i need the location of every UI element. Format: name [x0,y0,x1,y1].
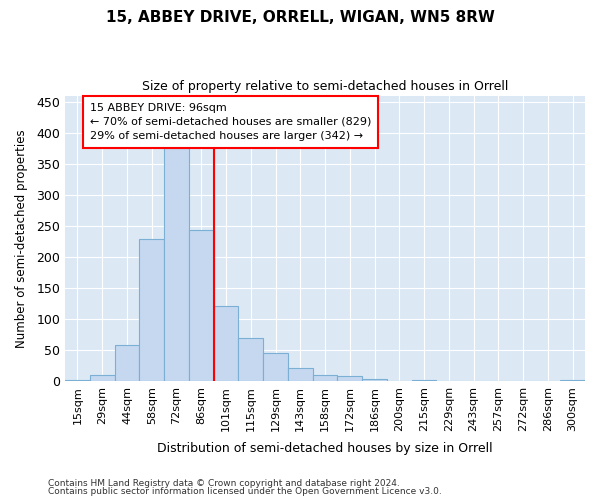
Bar [412,380,436,381]
Bar [90,374,115,381]
Bar [139,240,164,381]
Text: 15, ABBEY DRIVE, ORRELL, WIGAN, WN5 8RW: 15, ABBEY DRIVE, ORRELL, WIGAN, WN5 8RW [106,10,494,25]
Bar [263,353,288,381]
Bar [164,148,189,381]
Bar [189,230,214,381]
Bar [362,379,387,381]
Bar [238,338,263,381]
Bar [337,376,362,381]
Text: Contains public sector information licensed under the Open Government Licence v3: Contains public sector information licen… [48,487,442,496]
Y-axis label: Number of semi-detached properties: Number of semi-detached properties [15,129,28,348]
Bar [65,380,90,381]
Bar [313,374,337,381]
X-axis label: Distribution of semi-detached houses by size in Orrell: Distribution of semi-detached houses by … [157,442,493,455]
Bar [560,380,585,381]
Bar [115,345,139,381]
Bar [288,368,313,381]
Text: Contains HM Land Registry data © Crown copyright and database right 2024.: Contains HM Land Registry data © Crown c… [48,478,400,488]
Title: Size of property relative to semi-detached houses in Orrell: Size of property relative to semi-detach… [142,80,508,93]
Bar [214,306,238,381]
Text: 15 ABBEY DRIVE: 96sqm
← 70% of semi-detached houses are smaller (829)
29% of sem: 15 ABBEY DRIVE: 96sqm ← 70% of semi-deta… [90,103,371,141]
